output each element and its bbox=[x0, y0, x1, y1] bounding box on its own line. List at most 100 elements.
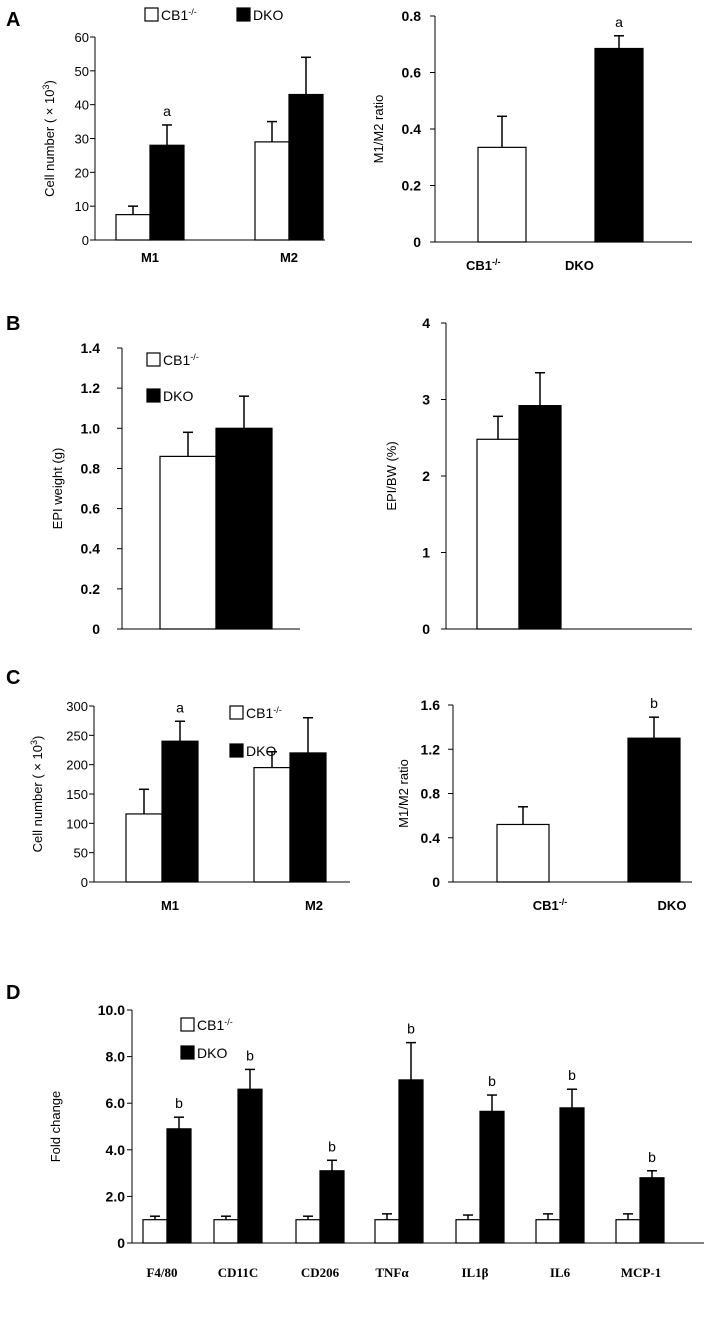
bar-dko bbox=[594, 47, 644, 243]
bar-cb1 bbox=[476, 438, 520, 630]
bar-cb1 bbox=[535, 1219, 561, 1244]
y-tick-label: 1.2 bbox=[81, 380, 101, 396]
bar-cb1 bbox=[615, 1219, 641, 1244]
y-tick-label: 0.8 bbox=[402, 8, 422, 24]
y-tick-label: 1.2 bbox=[421, 741, 441, 757]
significance-label: b bbox=[407, 1021, 415, 1037]
significance-label: b bbox=[568, 1067, 576, 1083]
bar-dko bbox=[237, 1088, 263, 1244]
y-axis-label: Fold change bbox=[48, 1091, 63, 1163]
chart-a-0: 0 10 20 30 40 50 60 Cell number ( × 103) a M1 M2 bbox=[41, 30, 325, 265]
y-tick-label: 1 bbox=[422, 545, 430, 561]
y-tick-label: 0 bbox=[82, 233, 89, 248]
y-axis-label: EPI weight (g) bbox=[50, 448, 65, 530]
y-tick-label: 0.8 bbox=[81, 460, 101, 476]
legend-swatch-dko bbox=[180, 1045, 195, 1060]
y-tick-label: 2 bbox=[422, 468, 430, 484]
y-tick-label: 4.0 bbox=[106, 1142, 126, 1158]
bar-cb1 bbox=[159, 455, 217, 630]
x-category-label: M1 bbox=[161, 898, 179, 913]
legend: CB1-/- DKO bbox=[146, 352, 199, 404]
legend-label-cb1: CB1-/- bbox=[161, 7, 197, 23]
bar-cb1 bbox=[115, 214, 151, 241]
significance-label: b bbox=[328, 1138, 336, 1154]
bar-dko bbox=[398, 1079, 424, 1244]
y-tick-label: 100 bbox=[66, 816, 88, 831]
bar-dko bbox=[288, 93, 324, 241]
x-category-label: TNFα bbox=[375, 1265, 409, 1280]
x-category-label: M1 bbox=[141, 250, 159, 265]
y-tick-label: 0.2 bbox=[402, 178, 422, 194]
bar-dko bbox=[289, 752, 327, 883]
y-tick-label: 1.4 bbox=[81, 340, 101, 356]
significance-label: a bbox=[163, 103, 171, 119]
x-category-label: CD11C bbox=[218, 1265, 258, 1280]
chart-b-2: 0 0.2 0.4 0.6 0.8 1.0 1.2 1.4 EPI weight (g) bbox=[50, 340, 300, 637]
y-axis-label: EPI/BW (%) bbox=[384, 441, 399, 510]
y-tick-label: 1.6 bbox=[421, 697, 441, 713]
x-category-label: CD206 bbox=[301, 1265, 340, 1280]
y-tick-label: 0 bbox=[117, 1235, 125, 1251]
legend-swatch-cb1 bbox=[180, 1017, 195, 1032]
legend-swatch-dko bbox=[236, 7, 251, 22]
bar-cb1 bbox=[213, 1219, 239, 1244]
chart-c-4: 0 50 100 150 200 250 300 Cell number ( × 103) a M… bbox=[29, 699, 350, 913]
x-category-label: MCP-1 bbox=[621, 1265, 661, 1280]
y-tick-label: 300 bbox=[66, 699, 88, 714]
y-tick-label: 200 bbox=[66, 758, 88, 773]
y-tick-label: 4 bbox=[422, 315, 430, 331]
bar-cb1 bbox=[253, 766, 291, 883]
bar-dko bbox=[627, 737, 681, 883]
chart-d-6: 0 2.0 4.0 6.0 8.0 10.0 Fold change b b b b b b b F4/80… bbox=[48, 1002, 704, 1280]
y-tick-label: 250 bbox=[66, 728, 88, 743]
significance-label: b bbox=[175, 1095, 183, 1111]
chart-a-1: 0 0.2 0.4 0.6 0.8 M1/M2 ratio a CB1-/- DKO bbox=[371, 8, 692, 273]
y-tick-label: 0.8 bbox=[421, 786, 441, 802]
legend-label-dko: DKO bbox=[197, 1045, 227, 1061]
legend: CB1-/- DKO bbox=[144, 7, 283, 23]
panel-letter-a: A bbox=[6, 9, 20, 31]
bar-cb1 bbox=[295, 1219, 321, 1244]
legend-label-dko: DKO bbox=[163, 388, 193, 404]
legend-swatch-cb1 bbox=[146, 352, 161, 367]
bar-dko bbox=[479, 1110, 505, 1244]
y-tick-label: 0.2 bbox=[81, 581, 101, 597]
y-tick-label: 6.0 bbox=[106, 1095, 126, 1111]
y-tick-label: 50 bbox=[74, 846, 88, 861]
bar-dko bbox=[215, 427, 273, 630]
bar-dko bbox=[149, 144, 185, 241]
y-tick-label: 2.0 bbox=[106, 1188, 126, 1204]
legend-swatch-cb1 bbox=[229, 705, 244, 720]
chart-b-3: 0 1 2 3 4 EPI/BW (%) bbox=[384, 315, 692, 637]
legend: CB1-/- DKO bbox=[180, 1017, 233, 1061]
x-category-label: DKO bbox=[658, 898, 687, 913]
y-tick-label: 1.0 bbox=[81, 420, 101, 436]
y-tick-label: 0 bbox=[422, 621, 430, 637]
y-tick-label: 3 bbox=[422, 392, 430, 408]
bar-dko bbox=[639, 1177, 665, 1244]
legend-swatch-cb1 bbox=[144, 7, 159, 22]
legend-label-dko: DKO bbox=[253, 7, 283, 23]
y-tick-label: 20 bbox=[75, 165, 89, 180]
y-tick-label: 50 bbox=[75, 64, 89, 79]
x-category-label: DKO bbox=[565, 258, 594, 273]
legend-swatch-dko bbox=[146, 388, 161, 403]
y-tick-label: 30 bbox=[75, 132, 89, 147]
chart-c-5: 0 0.4 0.8 1.2 1.6 M1/M2 ratio b CB1-/- DKO bbox=[396, 695, 692, 913]
x-category-label: F4/80 bbox=[146, 1265, 177, 1280]
legend-label-cb1: CB1-/- bbox=[163, 352, 199, 368]
bar-dko bbox=[319, 1170, 345, 1244]
x-category-label: M2 bbox=[305, 898, 323, 913]
bar-cb1 bbox=[125, 813, 163, 883]
y-axis-label: M1/M2 ratio bbox=[371, 95, 386, 164]
panel-letter-b: B bbox=[6, 313, 20, 335]
x-category-label: CB1-/- bbox=[466, 257, 501, 273]
legend-label-cb1: CB1-/- bbox=[197, 1017, 233, 1033]
y-axis-label: Cell number ( × 103) bbox=[29, 736, 45, 853]
significance-label: a bbox=[176, 699, 184, 715]
bar-dko bbox=[559, 1107, 585, 1244]
y-tick-label: 40 bbox=[75, 98, 89, 113]
bar-dko bbox=[166, 1128, 192, 1244]
legend: CB1-/- DKO bbox=[229, 705, 282, 759]
y-tick-label: 0.4 bbox=[402, 121, 422, 137]
